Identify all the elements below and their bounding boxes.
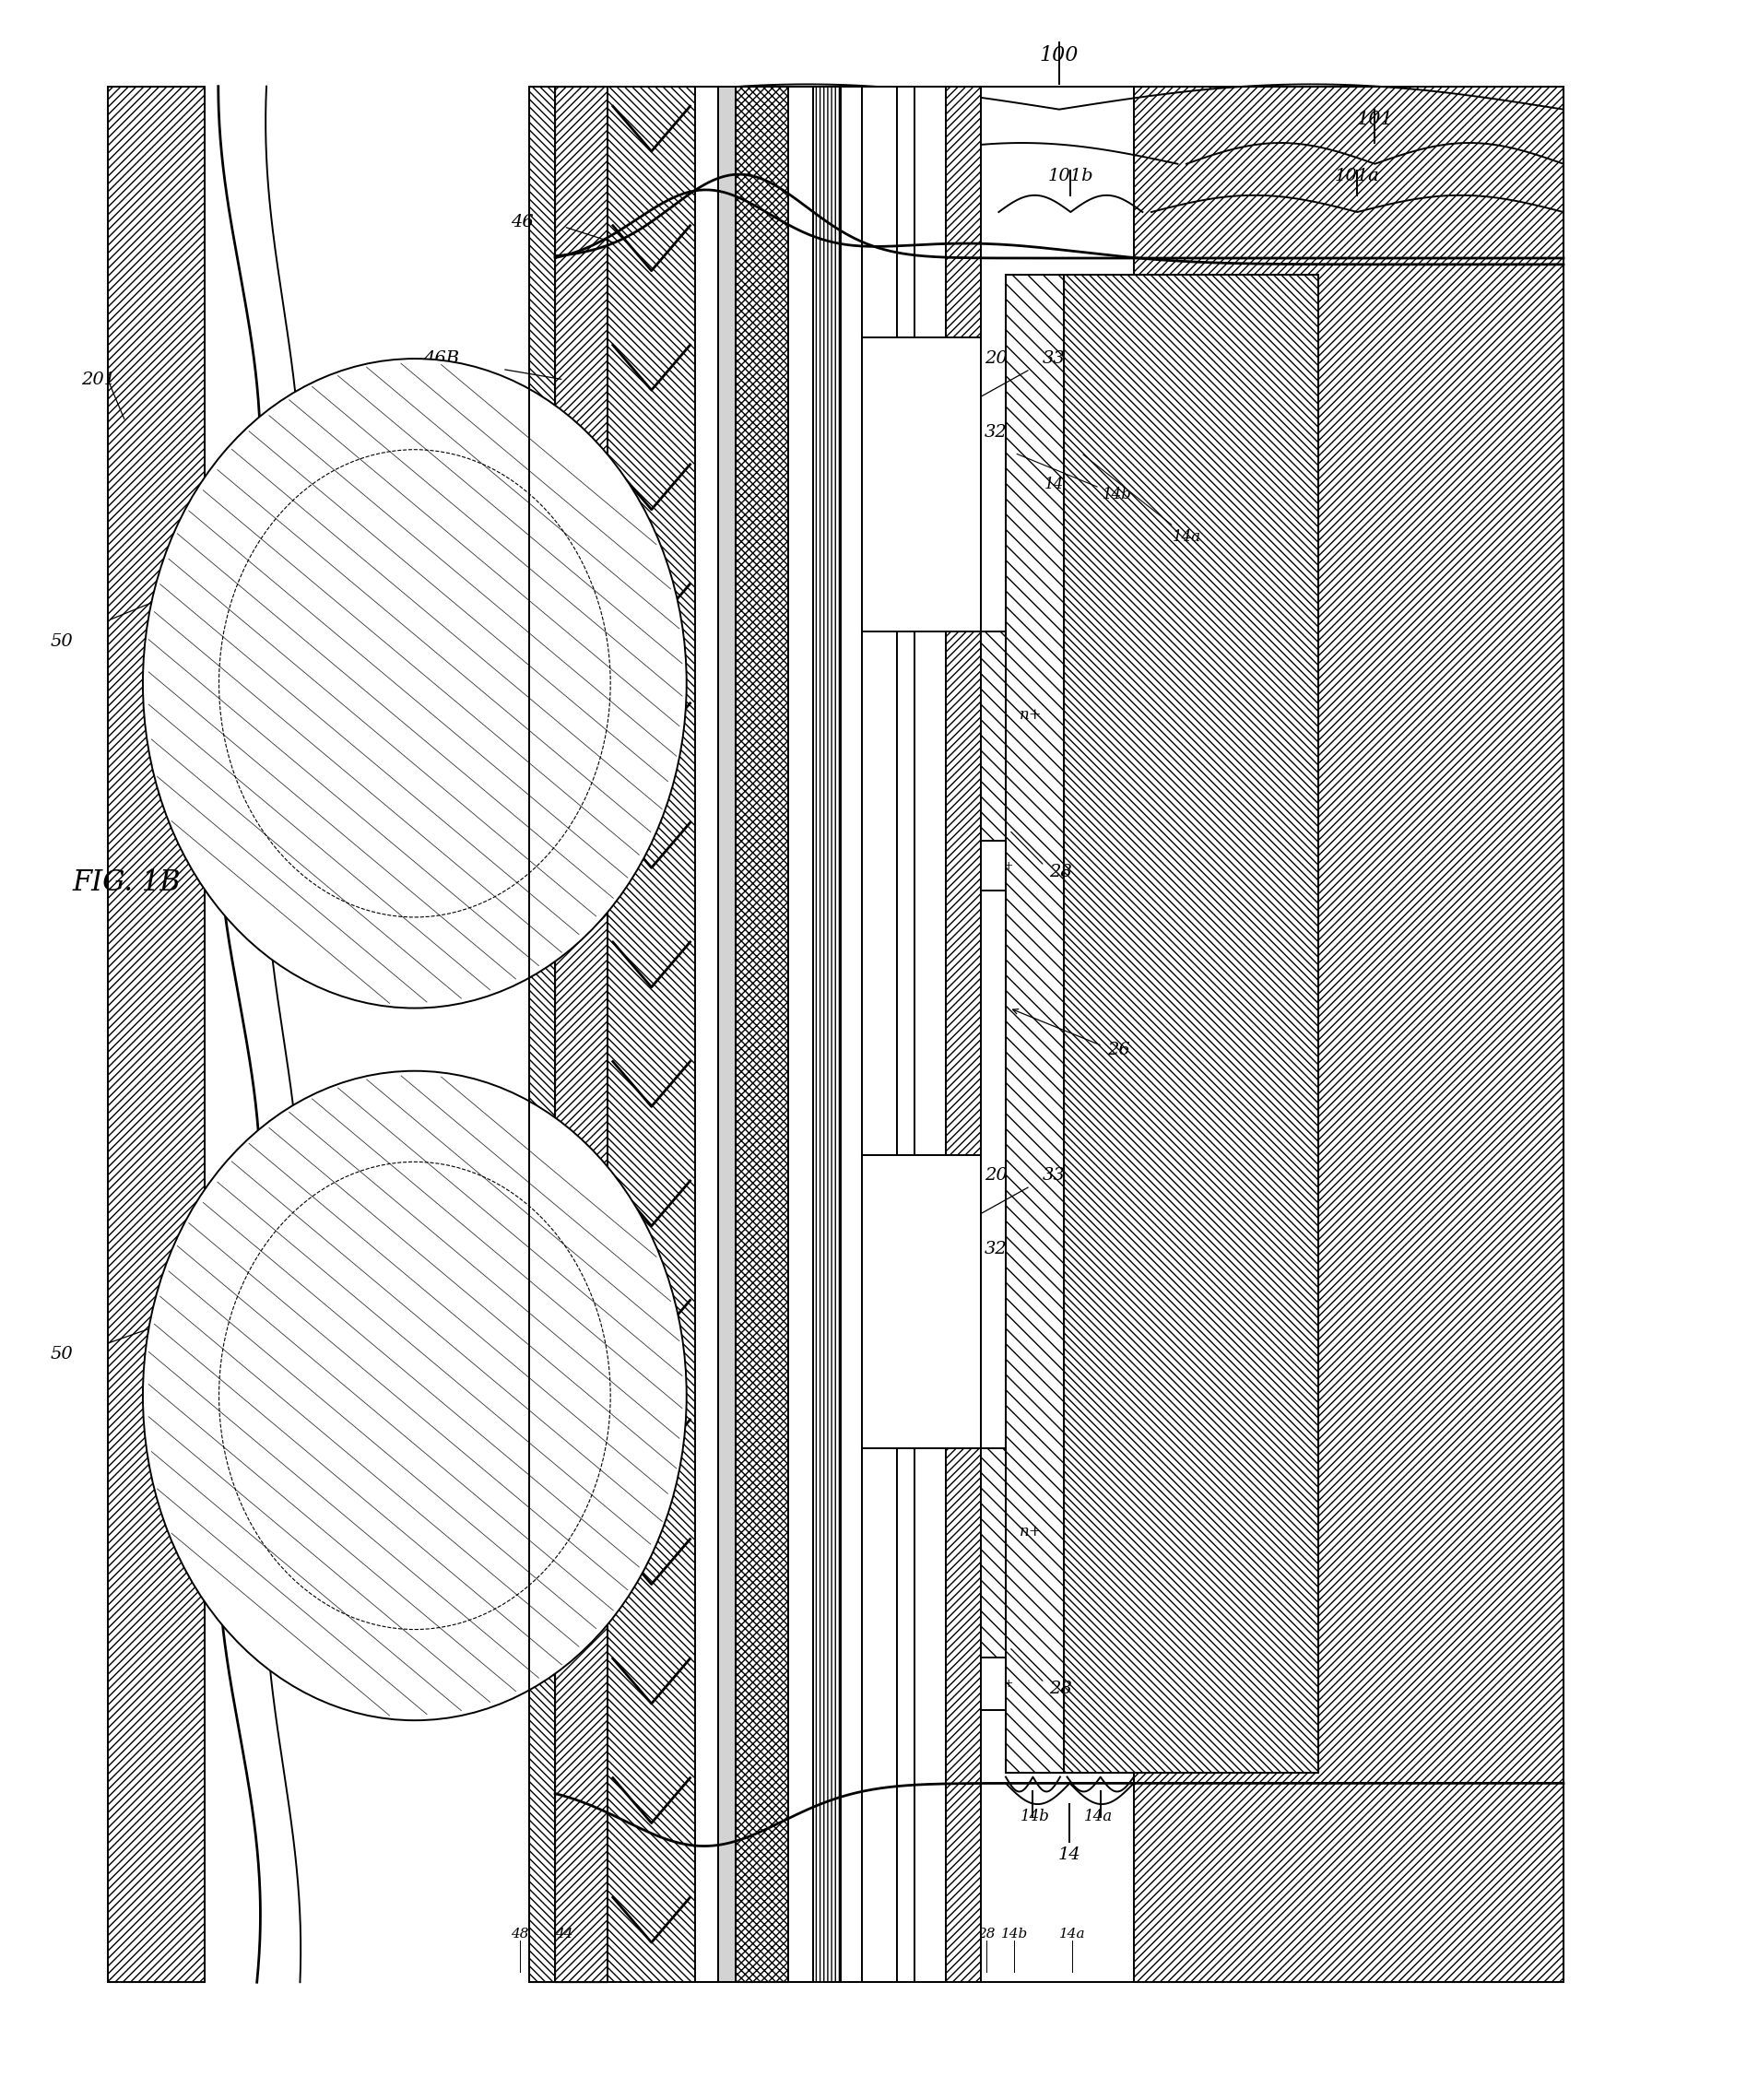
Bar bbox=[607, 86, 694, 1982]
Text: FIG. 1B: FIG. 1B bbox=[72, 867, 181, 897]
Text: 36: 36 bbox=[759, 519, 779, 533]
Bar bbox=[861, 1155, 981, 1449]
Text: 32: 32 bbox=[984, 1241, 1007, 1258]
Text: p+: p+ bbox=[997, 1678, 1014, 1691]
Text: n+: n+ bbox=[1020, 1525, 1042, 1539]
Bar bbox=[735, 86, 788, 1982]
Bar bbox=[556, 86, 607, 1982]
Text: 30: 30 bbox=[837, 1928, 854, 1940]
Text: n: n bbox=[941, 1241, 951, 1256]
Bar bbox=[946, 86, 981, 1982]
Text: 14b: 14b bbox=[1020, 1808, 1050, 1825]
Bar bbox=[897, 86, 914, 1982]
Bar bbox=[812, 86, 840, 1982]
Text: 28: 28 bbox=[1050, 863, 1072, 880]
Text: 14: 14 bbox=[1044, 477, 1064, 491]
Text: 14: 14 bbox=[1058, 1846, 1081, 1863]
Text: 36: 36 bbox=[782, 1928, 800, 1940]
Text: 101: 101 bbox=[1355, 111, 1392, 128]
Text: 14b: 14b bbox=[1016, 454, 1130, 502]
Bar bbox=[1064, 275, 1317, 1772]
Text: 100: 100 bbox=[1039, 44, 1078, 65]
Text: 43: 43 bbox=[694, 1928, 712, 1940]
Text: n: n bbox=[941, 424, 951, 439]
Text: 14a: 14a bbox=[1083, 454, 1201, 544]
Bar bbox=[981, 630, 1006, 840]
Text: 38: 38 bbox=[812, 1928, 830, 1940]
Bar bbox=[981, 630, 1006, 840]
Text: 26: 26 bbox=[1108, 1042, 1130, 1058]
Bar bbox=[107, 86, 204, 1982]
Bar bbox=[1134, 86, 1563, 1982]
Text: 201: 201 bbox=[81, 372, 116, 388]
Text: n+: n+ bbox=[1020, 708, 1042, 722]
Text: 20: 20 bbox=[984, 351, 1007, 368]
Bar bbox=[607, 86, 694, 1982]
Text: 48: 48 bbox=[510, 1928, 529, 1940]
Text: 101a: 101a bbox=[1334, 168, 1378, 185]
Bar bbox=[981, 1449, 1006, 1657]
Text: 33: 33 bbox=[1042, 1168, 1065, 1184]
Text: 32: 32 bbox=[984, 424, 1007, 441]
Text: 14b: 14b bbox=[1000, 1928, 1027, 1940]
Bar bbox=[694, 86, 717, 1982]
Text: 36: 36 bbox=[759, 834, 779, 848]
Text: 20: 20 bbox=[984, 1168, 1007, 1184]
Text: 38: 38 bbox=[844, 162, 867, 179]
Text: 45: 45 bbox=[819, 134, 842, 151]
Bar bbox=[1006, 275, 1064, 1772]
Text: 14a: 14a bbox=[1058, 1928, 1085, 1940]
Bar bbox=[717, 86, 735, 1982]
Text: 40: 40 bbox=[707, 624, 726, 638]
Bar bbox=[529, 86, 556, 1982]
Text: 101b: 101b bbox=[1048, 168, 1093, 185]
Text: 46: 46 bbox=[512, 214, 534, 231]
Bar bbox=[946, 86, 981, 1982]
Text: 102: 102 bbox=[777, 111, 814, 128]
Bar bbox=[107, 86, 204, 1982]
Text: 38: 38 bbox=[784, 771, 803, 785]
Circle shape bbox=[142, 359, 686, 1008]
Text: 33: 33 bbox=[1042, 351, 1065, 368]
Text: 44: 44 bbox=[554, 1928, 573, 1940]
Text: 50: 50 bbox=[49, 634, 72, 649]
Bar bbox=[861, 338, 981, 630]
Bar bbox=[529, 86, 556, 1982]
Bar bbox=[556, 86, 607, 1982]
Text: 40: 40 bbox=[707, 1413, 726, 1430]
Text: n: n bbox=[916, 477, 926, 491]
Text: 14a: 14a bbox=[1083, 1808, 1113, 1825]
Text: 46G: 46G bbox=[459, 540, 496, 557]
Bar bbox=[1006, 275, 1064, 1772]
Text: 28: 28 bbox=[1050, 1680, 1072, 1697]
Text: 50: 50 bbox=[49, 1346, 72, 1363]
Text: p+: p+ bbox=[997, 859, 1014, 872]
Bar bbox=[1134, 86, 1563, 1982]
Bar bbox=[1064, 275, 1317, 1772]
Bar bbox=[861, 86, 897, 1982]
Bar bbox=[981, 1657, 1006, 1709]
Text: 46B: 46B bbox=[424, 874, 459, 890]
Text: 46B: 46B bbox=[424, 351, 459, 368]
Circle shape bbox=[142, 1071, 686, 1720]
Bar bbox=[840, 86, 861, 1982]
Bar bbox=[981, 1449, 1006, 1657]
Text: n: n bbox=[916, 1294, 926, 1308]
Bar bbox=[981, 840, 1006, 890]
Bar bbox=[735, 86, 788, 1982]
Bar bbox=[812, 86, 840, 1982]
Bar bbox=[914, 86, 946, 1982]
Bar bbox=[788, 86, 812, 1982]
Text: 28: 28 bbox=[977, 1928, 995, 1940]
